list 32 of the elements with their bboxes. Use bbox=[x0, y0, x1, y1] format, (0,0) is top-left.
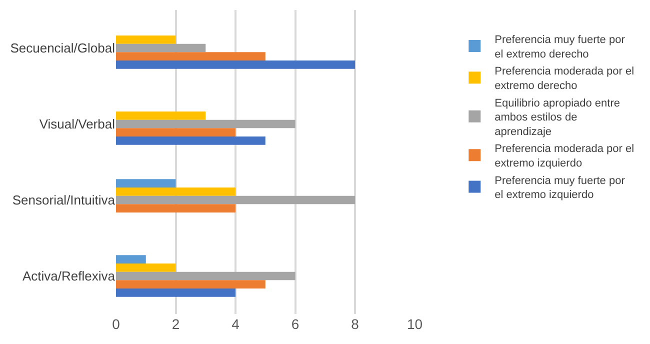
x-tick-label: 10 bbox=[407, 316, 423, 332]
bar bbox=[116, 120, 296, 128]
bar bbox=[116, 196, 356, 204]
legend-label: Preferencia muy fuerte por el extremo derecho bbox=[494, 34, 626, 60]
y-tick-label: Activa/Reflexiva bbox=[22, 268, 116, 284]
bar bbox=[116, 179, 176, 188]
bar bbox=[116, 128, 236, 137]
bar bbox=[116, 60, 356, 69]
y-tick-label: Sensorial/Intuitiva bbox=[12, 192, 116, 208]
legend-label: Preferencia moderada por el extremo izquierdo bbox=[494, 143, 634, 170]
legend-label: Preferencia muy fuerte por el extremo izquierdo bbox=[494, 174, 626, 202]
x-tick-label: 4 bbox=[232, 316, 240, 332]
bar bbox=[116, 35, 176, 44]
bar bbox=[116, 111, 206, 120]
y-tick-label: Visual/Verbal bbox=[39, 116, 116, 132]
bar bbox=[116, 263, 176, 272]
x-tick-label: 6 bbox=[291, 316, 300, 332]
bar bbox=[116, 288, 236, 297]
x-tick-label: 0 bbox=[112, 316, 120, 332]
y-tick-label: Secuencial/Global bbox=[10, 40, 116, 56]
bar bbox=[116, 187, 236, 196]
bar bbox=[116, 204, 236, 213]
x-tick-label: 8 bbox=[351, 316, 360, 332]
bar bbox=[116, 136, 266, 145]
bar bbox=[116, 255, 146, 264]
bar bbox=[116, 52, 266, 61]
bar bbox=[116, 44, 206, 52]
x-tick-label: 2 bbox=[172, 316, 180, 332]
bar bbox=[116, 280, 266, 289]
bar bbox=[116, 272, 296, 280]
legend-label: Preferencia moderada por el extremo derecho bbox=[494, 66, 634, 92]
legend-label: Equilibrio apropiado entre ambos estilos de aprendizaje bbox=[494, 97, 620, 138]
